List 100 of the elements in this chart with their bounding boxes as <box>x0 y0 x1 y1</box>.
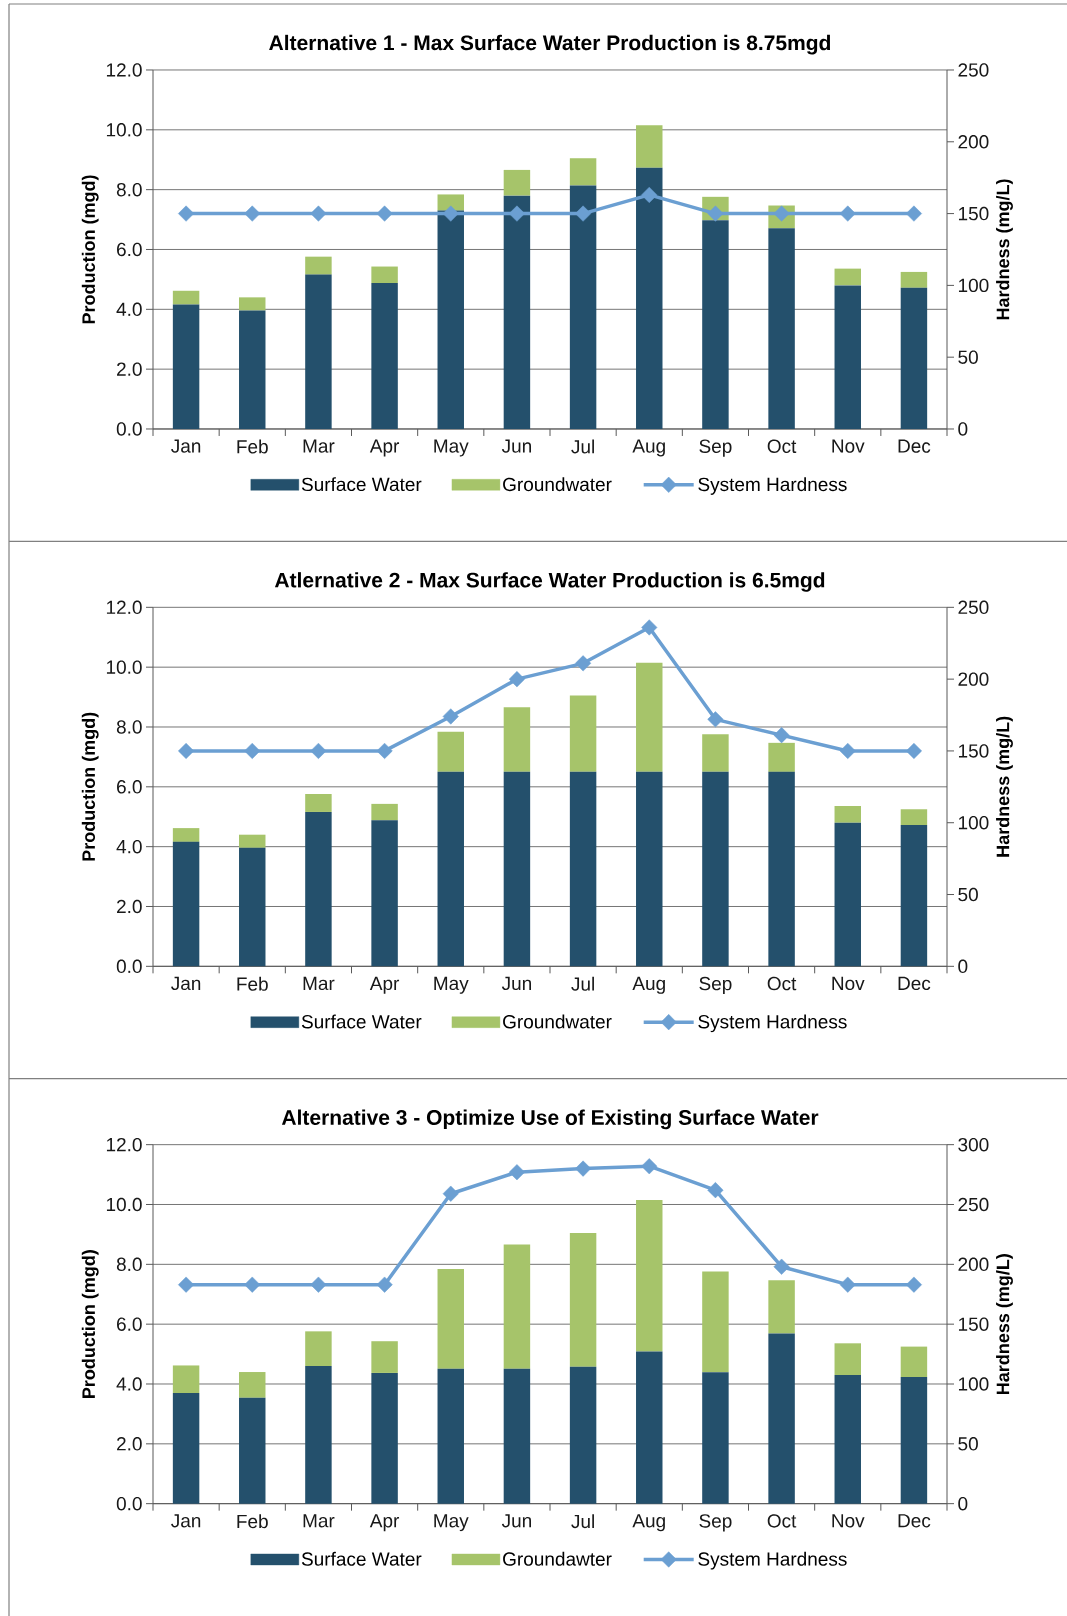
bar <box>437 210 464 429</box>
x-tick-label: Oct <box>767 439 797 453</box>
bar <box>371 282 398 429</box>
legend-label: Surface Water <box>301 1551 422 1566</box>
bar <box>569 185 597 429</box>
y-tick-label: 0.0 <box>116 1496 142 1511</box>
y-tick-label: 2.0 <box>117 362 142 376</box>
point <box>641 619 658 636</box>
y-tick-label: 6.0 <box>117 242 142 257</box>
point <box>575 655 592 672</box>
bar <box>503 169 531 196</box>
x-tick-label: Jul <box>571 439 594 454</box>
bar <box>636 771 663 967</box>
point <box>442 1185 459 1202</box>
y-tick-label: 0.0 <box>116 959 142 974</box>
bar <box>569 695 597 772</box>
bar <box>900 825 928 967</box>
bar <box>239 310 266 429</box>
y-tick-label: 2.0 <box>117 1437 142 1451</box>
legend-label: Groundwater <box>503 477 612 492</box>
bar <box>834 1343 861 1376</box>
x-tick-label: Dec <box>898 1514 931 1528</box>
x-tick-label: May <box>434 1514 469 1532</box>
y2-tick-label: 0 <box>958 422 968 436</box>
y2-tick-label: 200 <box>958 1257 989 1272</box>
bar <box>768 771 795 967</box>
point <box>839 1276 856 1293</box>
bar <box>702 771 729 967</box>
y-tick-label: 8.0 <box>116 182 142 197</box>
y-tick-label: 10.0 <box>106 1197 142 1212</box>
x-tick-label: Jun <box>501 439 531 453</box>
x-tick-label: Jan <box>171 1514 201 1528</box>
x-tick-label: Mar <box>303 976 335 991</box>
x-tick-label: Oct <box>767 976 797 991</box>
bar <box>239 1397 266 1504</box>
x-tick-label: Sep <box>699 439 732 457</box>
bar <box>900 271 928 288</box>
x-tick-label: Sep <box>699 976 732 995</box>
bar <box>371 820 398 967</box>
bar <box>636 167 663 429</box>
bar <box>569 1232 597 1367</box>
bar <box>900 1377 928 1504</box>
point <box>508 671 525 688</box>
bar <box>834 822 861 967</box>
bar <box>172 1392 200 1504</box>
bar <box>305 256 332 275</box>
point <box>839 742 856 759</box>
bar <box>768 1280 795 1334</box>
y2-tick-label: 200 <box>958 672 989 686</box>
bar <box>503 195 531 429</box>
y2-tick-label: 150 <box>958 744 989 758</box>
legend-label: Surface Water <box>301 1014 422 1029</box>
bar <box>636 1200 663 1352</box>
x-tick-label: Nov <box>832 976 865 991</box>
y-tick-label: 4.0 <box>116 302 142 317</box>
x-tick-label: Oct <box>767 1514 797 1528</box>
point <box>575 1160 592 1177</box>
bar <box>569 158 597 186</box>
legend-label: System Hardness <box>698 1014 847 1033</box>
bar <box>305 1331 332 1367</box>
bar <box>305 1366 332 1504</box>
y-tick-label: 10.0 <box>106 660 142 674</box>
x-tick-label: Apr <box>369 1514 400 1532</box>
bar <box>239 834 266 848</box>
y2-tick-label: 50 <box>958 1437 978 1451</box>
y2-tick-label: 100 <box>958 278 989 293</box>
x-tick-label: Feb <box>237 439 268 454</box>
y2-tick-label: 100 <box>958 1377 989 1391</box>
y2-axis-title: Hardness (mg/L) <box>996 716 1013 857</box>
bar <box>437 1269 464 1369</box>
bar <box>702 1271 729 1373</box>
x-tick-label: May <box>434 439 469 457</box>
x-tick-label: Dec <box>898 439 931 453</box>
point <box>244 742 261 759</box>
bar <box>437 194 464 211</box>
point <box>905 742 922 759</box>
x-tick-label: Jun <box>501 1514 531 1528</box>
point <box>310 742 327 759</box>
bar <box>305 794 332 812</box>
point <box>376 1276 393 1293</box>
y-tick-label: 10.0 <box>106 123 142 137</box>
y2-tick-label: 0 <box>958 1496 968 1511</box>
legend-label: System Hardness <box>698 477 847 495</box>
legend-label: Groundwater <box>503 1014 612 1029</box>
bar <box>900 287 928 429</box>
y2-tick-label: 250 <box>958 1197 989 1212</box>
x-tick-label: Jan <box>171 439 201 453</box>
x-tick-label: Mar <box>303 439 335 453</box>
bar <box>503 771 531 967</box>
x-tick-label: Nov <box>832 1514 865 1528</box>
bar <box>834 805 861 823</box>
x-tick-label: Sep <box>699 1514 732 1532</box>
x-tick-label: Apr <box>369 439 400 457</box>
bar <box>172 841 200 967</box>
bar <box>172 304 200 429</box>
x-tick-label: Aug <box>632 1514 665 1532</box>
x-tick-label: Feb <box>237 1514 268 1529</box>
bar <box>768 228 795 429</box>
legend-label: System Hardness <box>698 1551 847 1570</box>
bar <box>636 125 663 168</box>
